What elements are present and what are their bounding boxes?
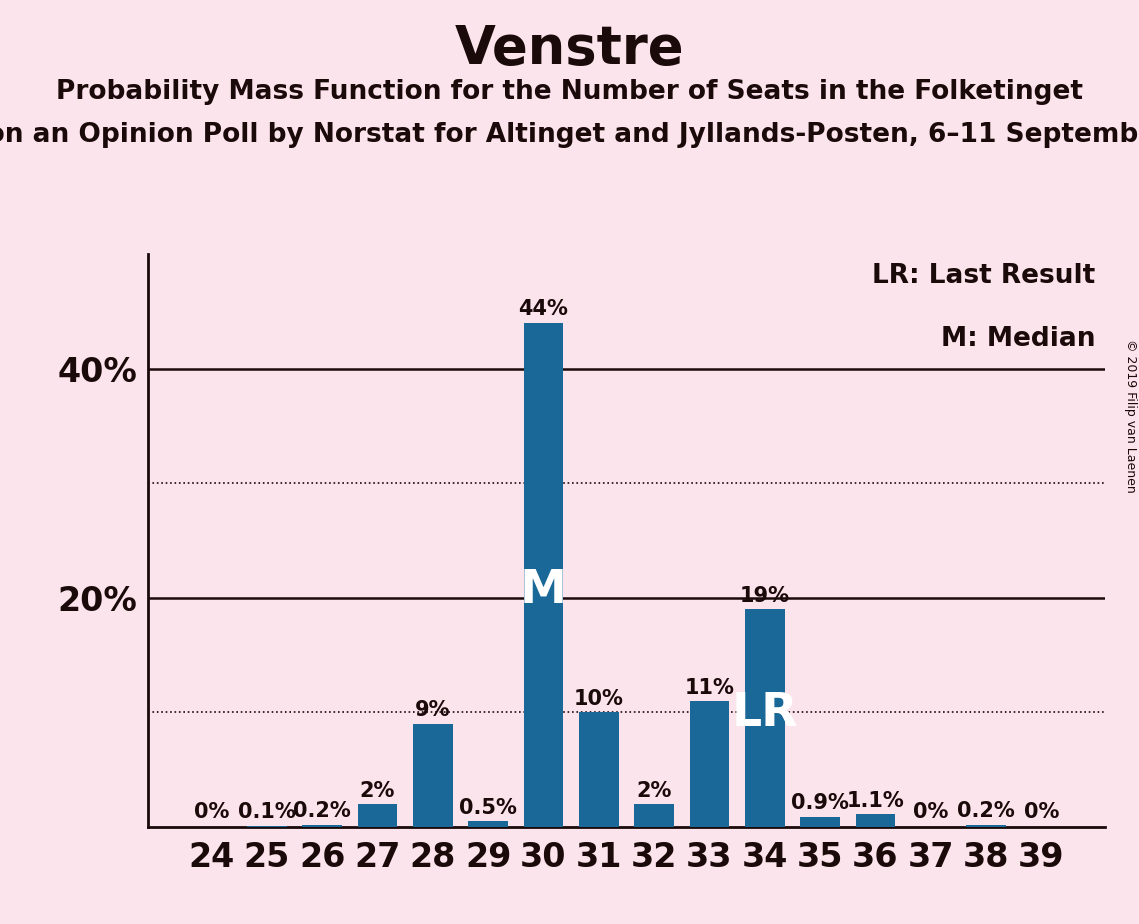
Text: 10%: 10% [574,689,624,709]
Text: Venstre: Venstre [454,23,685,75]
Bar [302,825,342,827]
Text: LR: LR [731,691,798,736]
Bar [524,322,564,827]
Text: 0%: 0% [913,802,949,822]
Text: 1.1%: 1.1% [846,791,904,811]
Text: © 2019 Filip van Laenen: © 2019 Filip van Laenen [1124,339,1137,492]
Text: 0.5%: 0.5% [459,797,517,818]
Text: 0%: 0% [1024,802,1059,822]
Text: 19%: 19% [739,586,789,606]
Text: M: Median: M: Median [941,326,1096,352]
Text: 0.9%: 0.9% [792,793,849,813]
Text: 11%: 11% [685,677,735,698]
Text: 2%: 2% [360,781,395,800]
Text: 9%: 9% [415,700,451,721]
Text: M: M [521,567,567,613]
Bar [634,804,674,827]
Text: Based on an Opinion Poll by Norstat for Altinget and Jyllands-Posten, 6–11 Septe: Based on an Opinion Poll by Norstat for … [0,122,1139,148]
Text: 0.1%: 0.1% [238,802,296,822]
Bar [468,821,508,827]
Text: 0%: 0% [194,802,229,822]
Text: 2%: 2% [637,781,672,800]
Bar [247,826,287,827]
Text: 0.2%: 0.2% [957,801,1015,821]
Text: 0.2%: 0.2% [293,801,351,821]
Bar [689,701,729,827]
Bar [801,817,841,827]
Text: 44%: 44% [518,299,568,320]
Text: LR: Last Result: LR: Last Result [872,262,1096,288]
Bar [358,804,398,827]
Bar [745,609,785,827]
Bar [966,825,1006,827]
Bar [855,814,895,827]
Bar [579,712,618,827]
Bar [412,723,452,827]
Text: Probability Mass Function for the Number of Seats in the Folketinget: Probability Mass Function for the Number… [56,79,1083,104]
